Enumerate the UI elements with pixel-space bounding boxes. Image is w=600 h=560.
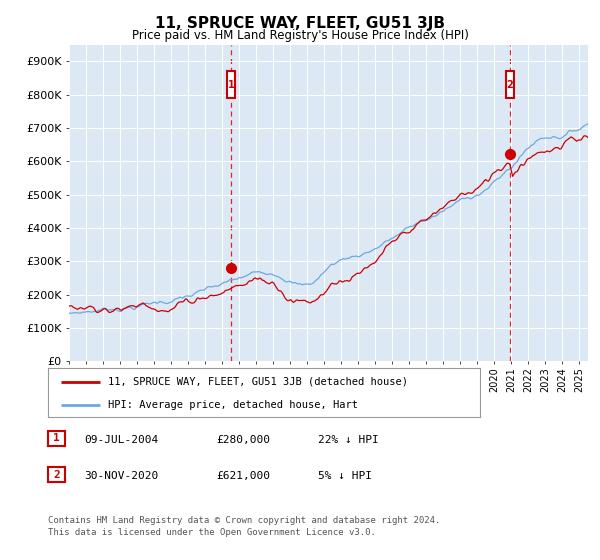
- Text: 30-NOV-2020: 30-NOV-2020: [84, 471, 158, 481]
- Text: HPI: Average price, detached house, Hart: HPI: Average price, detached house, Hart: [109, 400, 358, 410]
- Text: 09-JUL-2004: 09-JUL-2004: [84, 435, 158, 445]
- Text: 1: 1: [53, 433, 60, 443]
- Text: 2: 2: [53, 470, 60, 479]
- Bar: [227, 72, 235, 98]
- Text: 11, SPRUCE WAY, FLEET, GU51 3JB (detached house): 11, SPRUCE WAY, FLEET, GU51 3JB (detache…: [109, 377, 409, 387]
- Text: £621,000: £621,000: [216, 471, 270, 481]
- Text: Price paid vs. HM Land Registry's House Price Index (HPI): Price paid vs. HM Land Registry's House …: [131, 29, 469, 42]
- Text: Contains HM Land Registry data © Crown copyright and database right 2024.
This d: Contains HM Land Registry data © Crown c…: [48, 516, 440, 537]
- Text: 22% ↓ HPI: 22% ↓ HPI: [318, 435, 379, 445]
- Text: 1: 1: [228, 80, 235, 90]
- Text: £280,000: £280,000: [216, 435, 270, 445]
- Text: 11, SPRUCE WAY, FLEET, GU51 3JB: 11, SPRUCE WAY, FLEET, GU51 3JB: [155, 16, 445, 31]
- Bar: [506, 72, 514, 98]
- Text: 5% ↓ HPI: 5% ↓ HPI: [318, 471, 372, 481]
- Text: 2: 2: [506, 80, 514, 90]
